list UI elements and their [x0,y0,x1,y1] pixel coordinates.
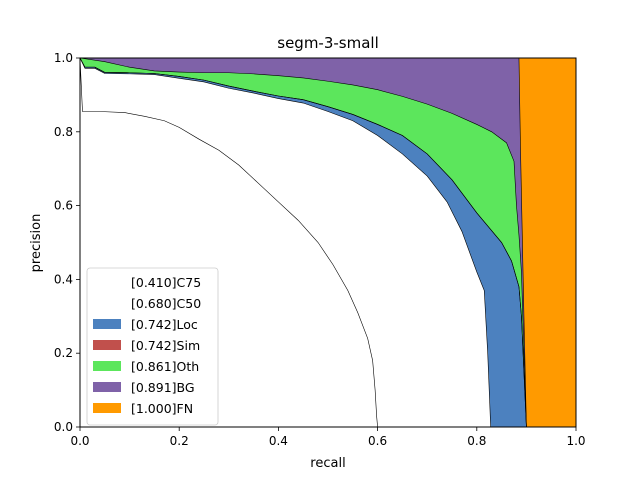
x-tick-label: 0.6 [368,434,387,448]
x-tick-label: 0.4 [269,434,288,448]
y-axis-label: precision [29,214,44,273]
curve-oth [79,57,527,428]
legend-swatch-bg [93,382,121,392]
curve-c50 [79,57,491,428]
legend-label-c75: [0.410]C75 [131,275,201,290]
legend-swatch-fn [93,403,121,413]
y-axis-ticks: 0.0 0.2 0.4 0.6 0.8 1.0 [54,51,80,434]
legend-label-fn: [1.000]FN [131,401,193,416]
legend-label-oth: [0.861]Oth [131,359,199,374]
legend: [0.410]C75 [0.680]C50 [0.742]Loc [0.742]Sim… [86,267,219,426]
legend-label-bg: [0.891]BG [131,380,195,395]
y-tick-label: 0.2 [54,346,73,360]
y-tick-label: 0.0 [54,420,73,434]
legend-label-c50: [0.680]C50 [131,296,201,311]
plot-frame [79,57,577,428]
chart-title: segm-3-small [277,34,379,52]
x-tick-label: 0.0 [70,434,89,448]
x-tick-label: 0.8 [467,434,486,448]
x-axis-ticks: 0.0 0.2 0.4 0.6 0.8 1.0 [70,427,586,448]
curve-c75 [79,57,378,428]
legend-swatch-oth [93,361,121,371]
legend-label-loc: [0.742]Loc [131,317,198,332]
legend-label-sim: [0.742]Sim [131,338,200,353]
legend-swatch-loc [93,319,121,329]
legend-swatch-sim [93,340,121,350]
legend-swatch-c50 [93,298,121,308]
x-axis-label: recall [310,456,345,471]
legend-swatch-c75 [93,277,121,287]
x-tick-label: 1.0 [566,434,585,448]
y-tick-label: 0.8 [54,125,73,139]
y-tick-label: 1.0 [54,51,73,65]
y-tick-label: 0.6 [54,199,73,213]
y-tick-label: 0.4 [54,272,73,286]
x-tick-label: 0.2 [170,434,189,448]
curve-sim [79,57,527,428]
